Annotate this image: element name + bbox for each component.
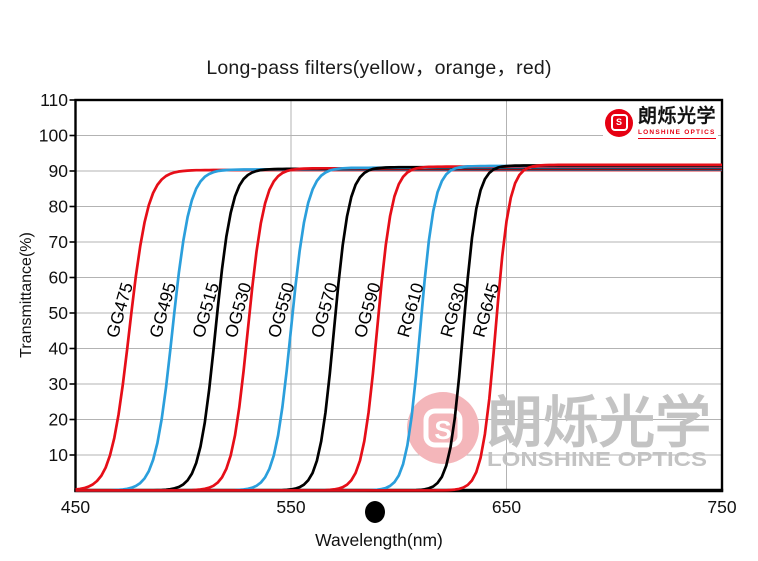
y-tick-label: 80 bbox=[49, 197, 69, 217]
x-tick-label: 550 bbox=[276, 497, 305, 517]
watermark-cn: 朗烁光学 bbox=[487, 391, 711, 454]
chart-title: Long-pass filters(yellow，orange，red) bbox=[206, 57, 552, 79]
y-tick-label: 50 bbox=[49, 303, 69, 323]
y-tick-label: 10 bbox=[49, 445, 69, 465]
tick-labels: 10 20 30 40 50 60 70 80 90 100 110 450 550 650 750 bbox=[39, 90, 737, 517]
svg-text:S: S bbox=[434, 415, 451, 445]
brand-name-cn: 朗烁光学 bbox=[638, 106, 717, 127]
y-tick-label: 60 bbox=[49, 268, 69, 288]
x-tick-label: 650 bbox=[492, 497, 521, 517]
curve-RG645 bbox=[75, 163, 722, 492]
y-tick-label: 20 bbox=[49, 410, 69, 430]
carousel-dot[interactable] bbox=[365, 501, 385, 523]
brand-logo-text: 朗烁光学 LONSHINE OPTICS bbox=[638, 106, 717, 139]
y-tick-label: 100 bbox=[39, 126, 68, 146]
y-tick-label: 90 bbox=[49, 161, 69, 181]
y-tick-label: 40 bbox=[49, 339, 69, 359]
x-tick-label: 750 bbox=[707, 497, 736, 517]
watermark-en: LONSHINE OPTICS bbox=[487, 449, 707, 471]
filter-curves bbox=[75, 163, 722, 492]
y-tick-label: 70 bbox=[49, 232, 69, 252]
brand-logo-icon: S bbox=[605, 108, 633, 137]
x-tick-label: 450 bbox=[61, 497, 90, 517]
brand-name-en: LONSHINE OPTICS bbox=[638, 128, 716, 136]
y-tick-label: 30 bbox=[49, 374, 69, 394]
y-axis-label: Transmittance(%) bbox=[18, 232, 35, 358]
y-tick-label: 110 bbox=[40, 90, 68, 110]
brand-logo: S 朗烁光学 LONSHINE OPTICS bbox=[603, 106, 719, 140]
brand-logo-icon-letter: S bbox=[615, 117, 622, 128]
x-axis-label: Wavelength(nm) bbox=[315, 530, 443, 550]
